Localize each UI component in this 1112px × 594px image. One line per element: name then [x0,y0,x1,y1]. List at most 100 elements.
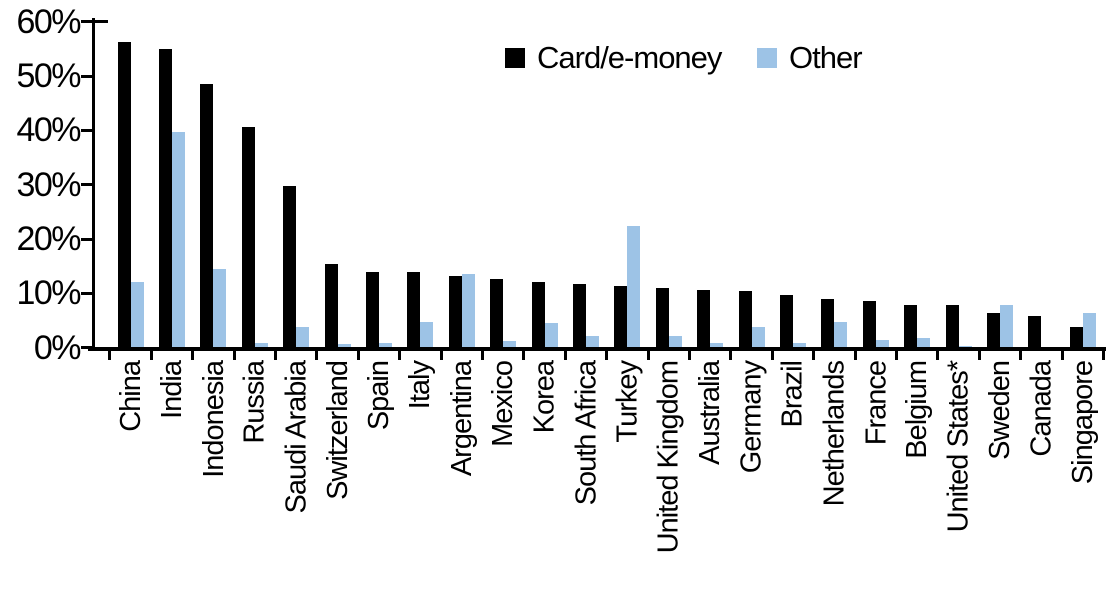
bar-card-e-money [821,298,835,348]
bar-card-e-money [117,42,131,348]
bar-card-e-money [655,288,669,348]
x-axis-label: India [156,361,188,419]
bar-card-e-money [1069,327,1083,348]
bar-other [130,281,144,348]
x-axis-tick [1102,350,1105,360]
bar-other [834,322,848,348]
bar-card-e-money [448,276,462,348]
bar-other [461,273,475,348]
bar-card-e-money [200,84,214,348]
x-axis-tick [563,350,567,360]
bar-other [586,335,599,348]
bar-card-e-money [697,289,711,348]
x-axis-label: Singapore [1066,361,1099,485]
x-axis-tick [232,350,236,360]
x-axis-label: South Africa [570,361,602,506]
y-axis-tick [81,237,94,241]
x-axis-tick [439,350,443,360]
legend-item-card-e-money: Card/e-money [505,40,722,76]
y-axis-line [92,18,95,351]
x-axis-label: Spain [363,361,395,431]
x-axis-tick [770,350,774,360]
x-axis-tick [1019,350,1023,360]
x-axis-label: Netherlands [818,361,851,507]
bar-other [503,341,517,348]
x-axis-tick [398,350,402,360]
bar-card-e-money [324,263,338,348]
bar-card-e-money [241,126,255,348]
bar-other [917,337,931,348]
x-axis-label: Australia [694,361,727,465]
bar-card-e-money [1028,315,1042,348]
x-axis-tick [895,350,898,360]
x-axis-label: Indonesia [197,361,230,478]
x-axis-tick [481,350,484,360]
x-axis-tick [191,350,195,360]
y-axis-tick-label: 0% [33,328,82,367]
bar-other [627,226,641,348]
x-axis-tick [356,350,360,360]
x-axis-tick [977,350,981,360]
x-axis-label: Saudi Arabia [280,361,313,514]
legend-label-other: Other [789,40,863,75]
bar-other [1082,313,1096,348]
legend-item-other: Other [757,40,863,76]
bar-other [337,344,351,348]
y-axis-tick-label: 50% [16,57,81,96]
x-axis-label: Belgium [901,361,934,459]
bar-other [793,342,806,348]
bar-card-e-money [780,294,793,348]
y-axis-tick [81,183,94,187]
x-axis-tick [605,350,609,360]
y-axis-tick [81,346,94,350]
x-axis-label: Brazil [777,361,809,428]
x-axis-label: Canada [1025,361,1058,457]
bar-other [875,340,889,348]
legend-swatch-card-e-money-icon [505,48,525,68]
y-axis-tick-label: 60% [16,2,81,41]
x-axis-tick [315,350,319,360]
bar-other [379,343,392,348]
x-axis-label: France [859,361,892,446]
x-axis-tick [149,350,153,360]
bar-other [296,327,310,348]
x-axis-tick [688,350,691,360]
y-axis-tick [81,128,94,132]
bar-card-e-money [945,305,959,348]
bar-other [420,321,434,348]
bar-card-e-money [159,48,172,348]
bar-other [668,335,682,348]
x-axis-label: Turkey [611,361,644,443]
bar-other [710,343,724,348]
bar-card-e-money [614,285,628,348]
bar-card-e-money [862,301,876,348]
x-axis-label: Switzerland [321,361,354,500]
x-axis-tick [522,350,526,360]
bar-other [751,327,765,348]
bar-card-e-money [531,282,545,348]
y-axis-tick-label: 10% [16,274,81,313]
bar-other [544,323,558,348]
bar-other [254,343,268,348]
bar-card-e-money [987,312,1000,348]
x-axis-tick [108,350,112,360]
legend-swatch-other-icon [757,48,777,68]
x-axis-tick [646,350,650,360]
bar-other [1000,304,1013,348]
x-axis-label: Germany [735,361,768,474]
bar-card-e-money [573,284,586,348]
x-axis-label: Argentina [445,361,478,477]
x-axis-tick [274,350,277,360]
x-axis-label: Russia [238,361,271,444]
y-axis-tick-label: 40% [16,111,81,150]
x-axis-label: United Kingdom [652,361,685,554]
y-axis-tick [81,74,94,78]
x-axis-tick [936,350,940,360]
x-axis-label: Italy [404,361,437,410]
legend: Card/e-money Other [0,0,1112,90]
bar-card-e-money [904,304,918,348]
x-axis-label: Mexico [487,361,520,447]
x-axis-label: United States* [942,361,975,533]
x-axis-tick [1060,350,1064,360]
x-axis-tick [853,350,857,360]
